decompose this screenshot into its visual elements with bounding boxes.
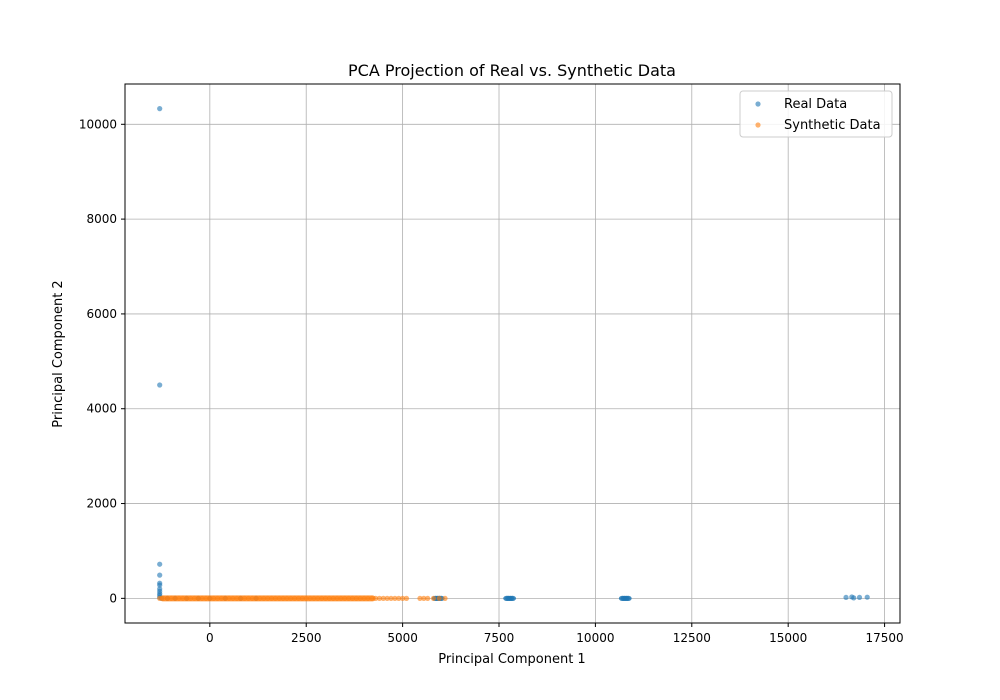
x-tick-label: 17500	[865, 631, 903, 645]
data-point	[157, 382, 163, 388]
data-point	[843, 594, 849, 601]
data-point	[417, 595, 423, 601]
data-point	[376, 595, 383, 601]
data-points	[157, 106, 870, 602]
x-tick-label: 7500	[484, 631, 515, 645]
data-point	[380, 595, 386, 601]
data-point	[157, 561, 163, 567]
data-point	[157, 106, 163, 112]
data-point	[400, 595, 406, 601]
data-point	[442, 595, 448, 601]
data-point	[403, 595, 410, 601]
x-tick-label: 10000	[576, 631, 614, 645]
legend-marker-real-data	[755, 101, 761, 107]
x-axis-label: Principal Component 1	[438, 652, 585, 667]
series-synthetic-data	[157, 595, 448, 602]
y-tick-label: 8000	[86, 212, 117, 226]
legend-marker-synthetic-data	[755, 122, 761, 128]
legend-label-synthetic-data: Synthetic Data	[784, 118, 881, 133]
data-point	[388, 595, 394, 601]
y-tick-label: 2000	[86, 497, 117, 511]
data-point	[624, 595, 632, 601]
x-tick-label: 0	[206, 631, 214, 645]
data-point	[430, 595, 437, 601]
legend-label-real-data: Real Data	[784, 97, 847, 112]
data-point	[509, 595, 516, 601]
plot-frame	[124, 83, 901, 624]
y-tick-label: 4000	[86, 402, 117, 416]
data-point	[864, 594, 870, 600]
chart-title: PCA Projection of Real vs. Synthetic Dat…	[348, 61, 676, 80]
y-tick-label: 0	[109, 591, 117, 605]
data-point	[157, 582, 163, 588]
y-tick-label: 10000	[79, 117, 117, 131]
x-tick-label: 15000	[769, 631, 807, 645]
legend: Real Data Synthetic Data	[739, 90, 893, 138]
data-point	[384, 595, 390, 601]
data-point	[421, 595, 427, 601]
data-point	[157, 572, 163, 578]
data-point	[856, 594, 863, 601]
legend-box	[739, 90, 893, 138]
data-point	[425, 595, 431, 601]
x-tick-label: 12500	[673, 631, 711, 645]
data-point	[396, 595, 402, 601]
y-tick-label: 6000	[86, 307, 117, 321]
x-tick-label: 5000	[387, 631, 418, 645]
axis-ticks: 0 2500 5000 7500 10000 12500 15000 17500 0 2000 40…	[79, 117, 904, 645]
data-point	[392, 595, 398, 601]
data-point	[436, 595, 442, 601]
y-axis-label: Principal Component 2	[51, 280, 66, 427]
synthetic-data-dense-band	[159, 595, 376, 602]
x-tick-label: 2500	[291, 631, 322, 645]
data-point	[851, 595, 857, 601]
